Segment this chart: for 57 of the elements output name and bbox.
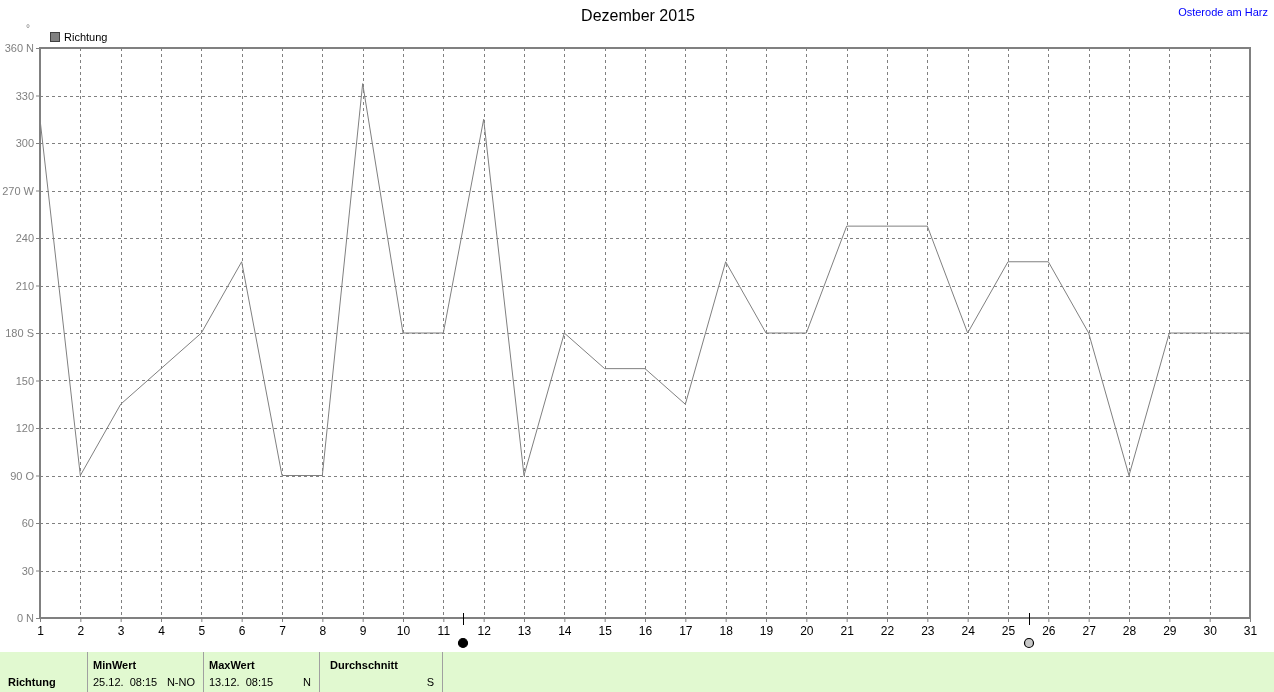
x-tick-label: 2 — [77, 623, 85, 638]
x-tick-label: 11 — [437, 623, 451, 638]
y-tick-label: 120 — [15, 422, 34, 435]
y-tick-label: 90 O — [10, 469, 35, 482]
chart-title: Dezember 2015 — [581, 7, 696, 24]
text: Durchschnitt — [330, 659, 399, 671]
legend-label: Richtung — [64, 31, 108, 43]
x-tick-label: 13 — [517, 623, 532, 638]
x-tick-label: 29 — [1163, 623, 1177, 638]
y-tick-label: 330 — [15, 89, 34, 102]
text: Richtung — [8, 676, 56, 688]
x-tick-label: 14 — [558, 623, 572, 638]
y-tick-label: 270 W — [2, 184, 35, 197]
y-tick-label: 0 N — [16, 612, 35, 625]
text: N-NO — [166, 676, 196, 688]
x-tick-label: 17 — [679, 623, 693, 638]
text: 25.12. 08:15 — [93, 676, 158, 688]
y-tick-label: 210 — [15, 279, 34, 292]
text: MaxWert — [209, 659, 255, 671]
y-tick-label: 360 N — [4, 42, 35, 55]
x-tick-label: 31 — [1243, 623, 1258, 638]
x-tick-label: 20 — [800, 623, 814, 638]
text: MinWert — [93, 659, 137, 671]
y-tick-label: 30 — [21, 564, 34, 577]
x-tick-label: 24 — [961, 623, 976, 638]
x-tick-label: 19 — [759, 623, 774, 638]
x-tick-label: 6 — [238, 623, 246, 638]
text: S — [426, 676, 434, 688]
x-tick-label: 22 — [880, 623, 895, 638]
x-tick-label: 3 — [117, 623, 125, 638]
y-tick-label: 300 — [15, 137, 34, 150]
x-tick-label: 27 — [1082, 623, 1097, 638]
y-axis-title: ° — [26, 23, 30, 34]
x-tick-label: 26 — [1042, 623, 1056, 638]
x-tick-label: 21 — [840, 623, 855, 638]
x-tick-label: 25 — [1001, 623, 1016, 638]
x-tick-label: 10 — [396, 623, 411, 638]
x-tick-label: 30 — [1203, 623, 1218, 638]
y-tick-label: 180 S — [5, 327, 34, 340]
x-tick-label: 18 — [719, 623, 734, 638]
x-tick-label: 1 — [37, 623, 45, 638]
text: N — [303, 676, 312, 688]
x-tick-label: 15 — [598, 623, 613, 638]
text: 13.12. 08:15 — [209, 676, 274, 688]
y-tick-label: 150 — [15, 374, 34, 387]
x-tick-label: 7 — [279, 623, 287, 638]
x-tick-label: 12 — [477, 623, 492, 638]
x-tick-label: 5 — [198, 623, 206, 638]
x-tick-label: 9 — [359, 623, 367, 638]
x-tick-label: 4 — [158, 623, 166, 638]
y-tick-label: 60 — [21, 517, 34, 530]
text: Osterode am Harz — [1178, 6, 1268, 18]
y-tick-label: 240 — [15, 232, 34, 245]
x-tick-label: 28 — [1122, 623, 1137, 638]
x-tick-label: 16 — [638, 623, 653, 638]
x-tick-label: 8 — [319, 623, 327, 638]
x-tick-label: 23 — [921, 623, 935, 638]
